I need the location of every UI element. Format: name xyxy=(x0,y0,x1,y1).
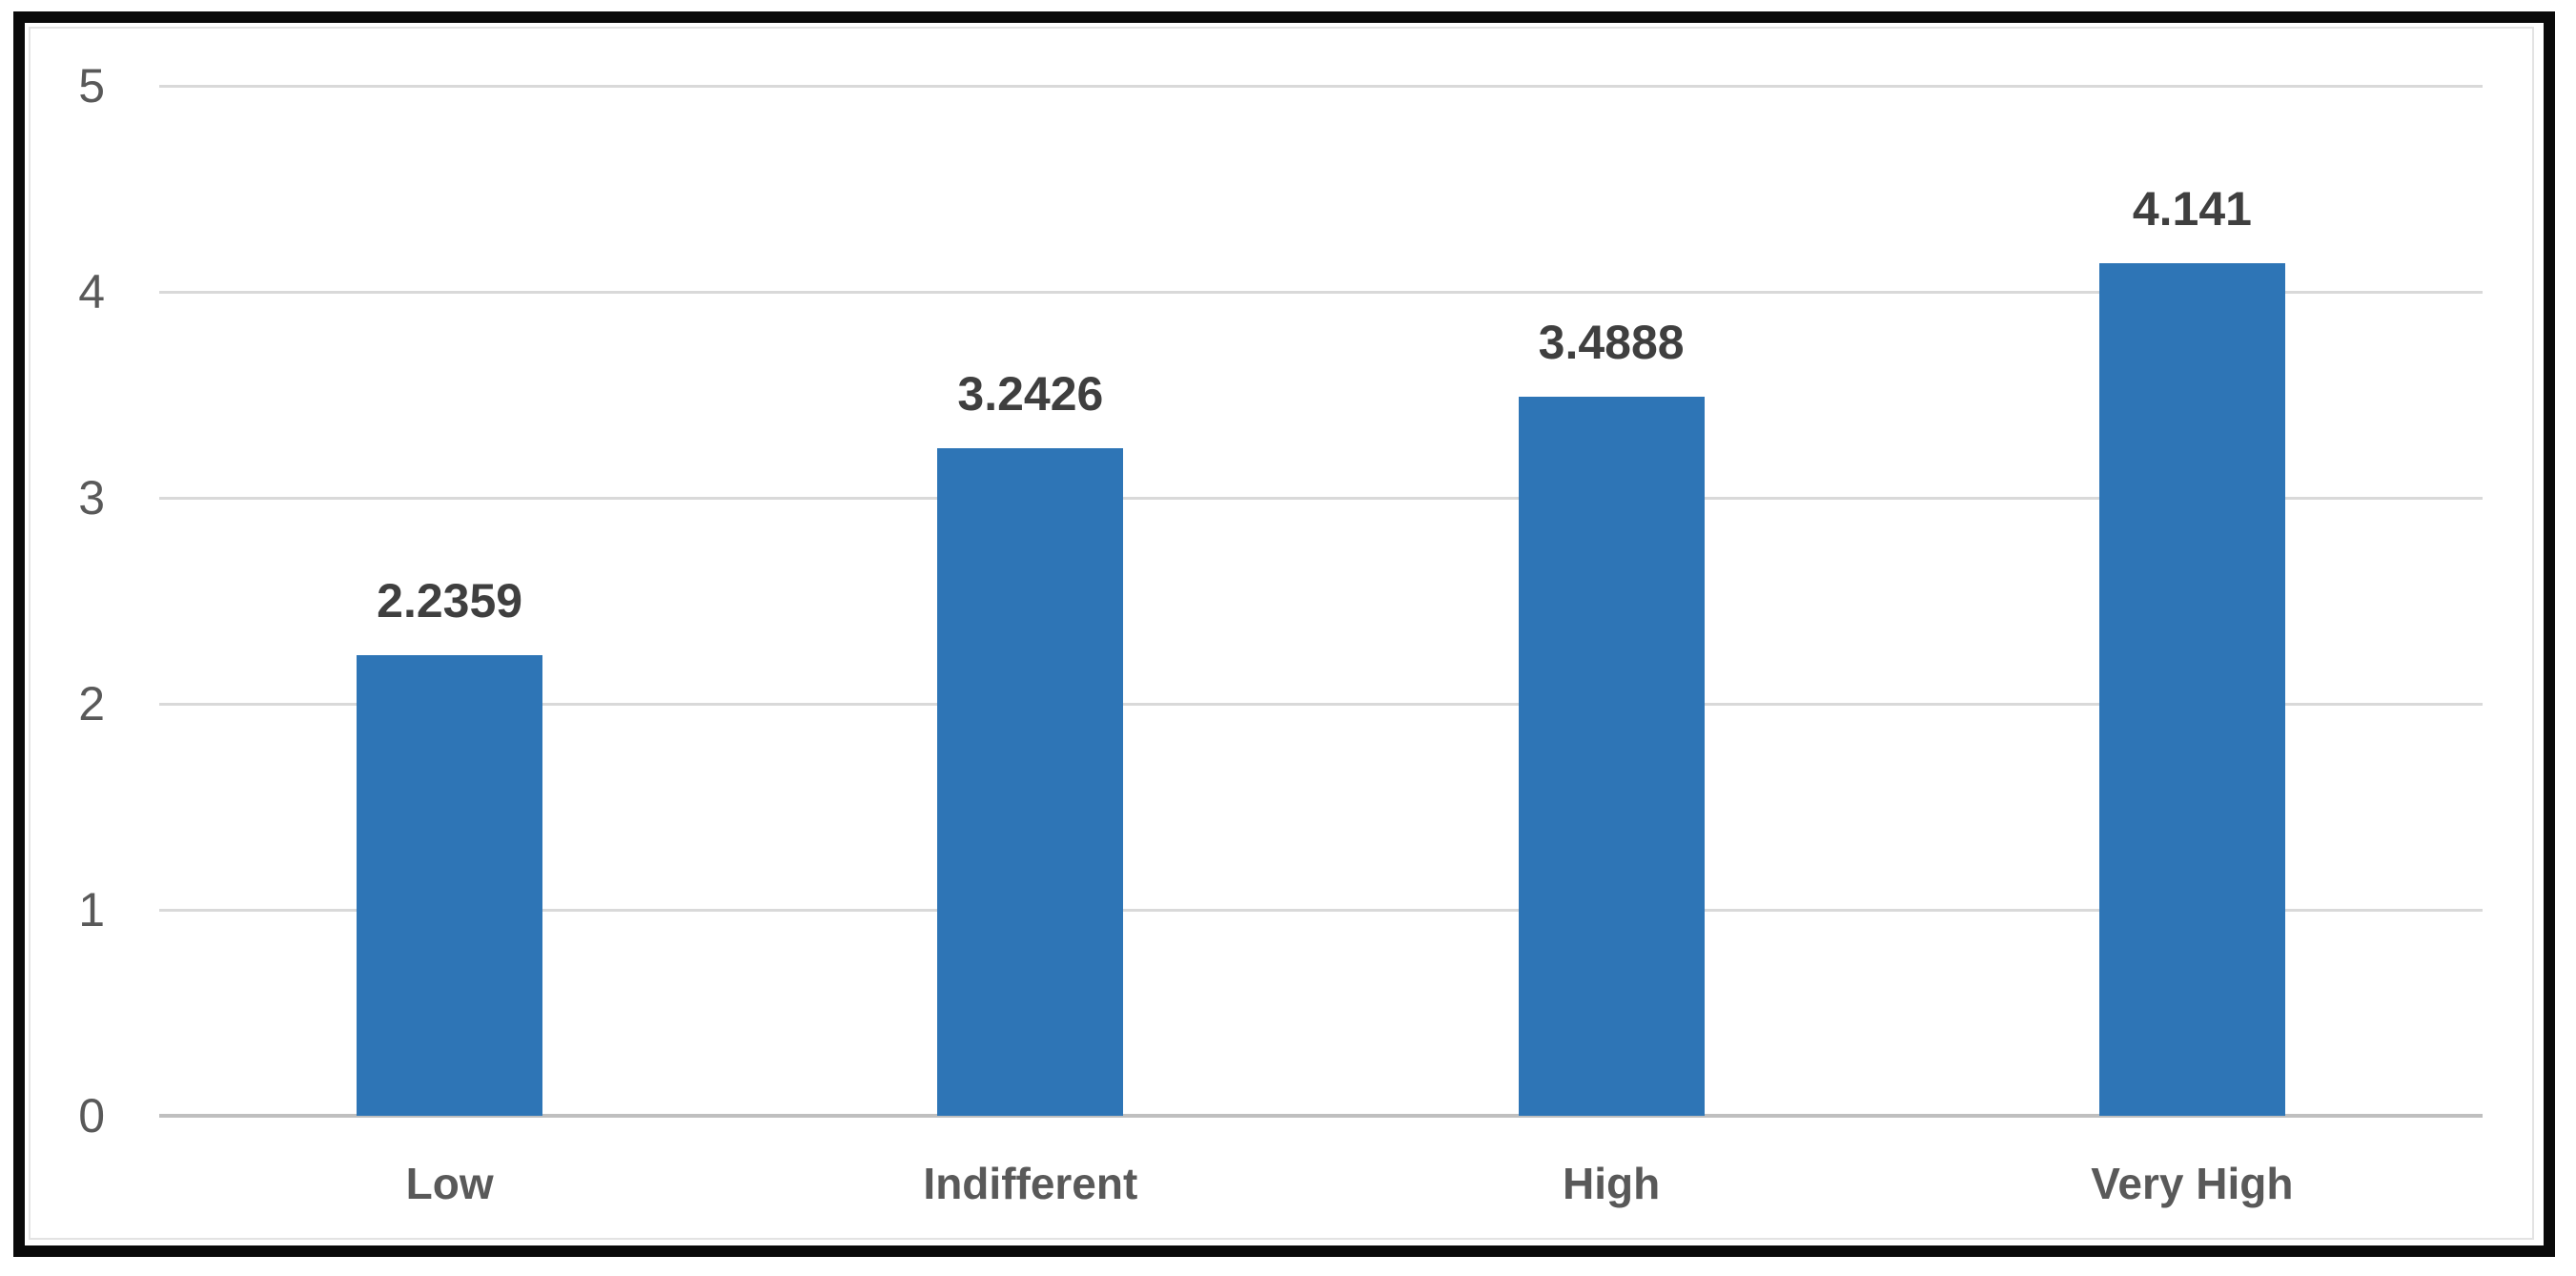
bar-value-label: 3.4888 xyxy=(1538,316,1685,369)
x-axis-line xyxy=(159,1114,2483,1118)
y-gridline xyxy=(159,291,2483,294)
x-axis-category-label: Indifferent xyxy=(923,1159,1138,1208)
bar-value-label: 2.2359 xyxy=(377,574,523,628)
y-gridline xyxy=(159,703,2483,706)
bar-low xyxy=(357,655,542,1116)
y-axis-tick-label: 2 xyxy=(78,677,105,731)
bar-very-high xyxy=(2099,263,2285,1116)
bar-value-label: 4.141 xyxy=(2132,182,2252,236)
x-axis-category-label: Very High xyxy=(2091,1159,2294,1208)
bar-value-label: 3.2426 xyxy=(957,367,1104,421)
y-axis-tick-label: 5 xyxy=(78,59,105,113)
y-gridline xyxy=(159,909,2483,912)
bar-high xyxy=(1519,397,1705,1116)
y-axis-tick-label: 3 xyxy=(78,471,105,525)
y-gridline xyxy=(159,497,2483,500)
bar-indifferent xyxy=(937,448,1123,1116)
y-axis-tick-label: 1 xyxy=(78,883,105,936)
y-axis-tick-label: 0 xyxy=(78,1089,105,1142)
y-axis-tick-label: 4 xyxy=(78,265,105,319)
y-gridline xyxy=(159,85,2483,88)
x-axis-category-label: High xyxy=(1563,1159,1661,1208)
x-axis-category-label: Low xyxy=(405,1159,494,1208)
